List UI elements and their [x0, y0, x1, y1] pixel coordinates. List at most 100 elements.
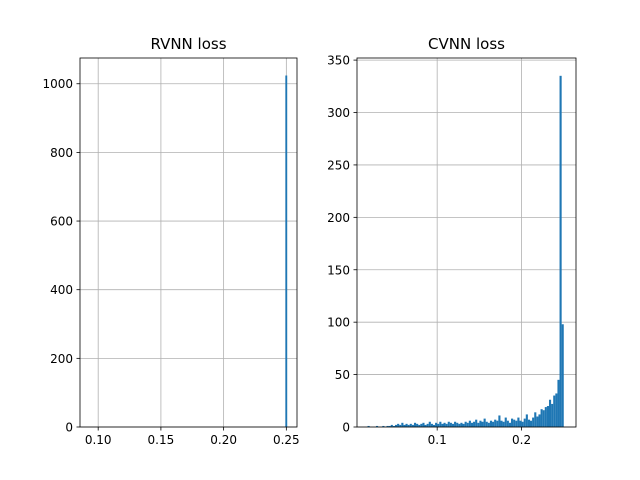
cvnn-histogram-bar — [492, 421, 495, 427]
cvnn-y-tick-label: 0 — [342, 421, 350, 435]
cvnn-histogram-bar — [418, 424, 421, 427]
cvnn-histogram-bar — [458, 423, 461, 427]
cvnn-histogram-bar — [502, 421, 505, 427]
cvnn-chart-title: CVNN loss — [428, 35, 505, 53]
cvnn-histogram-bar — [430, 423, 433, 427]
cvnn-panel: 0.1 0.2 0 50 100 150 200 250 300 350 CVNN loss — [327, 35, 577, 447]
cvnn-histogram-bar — [413, 422, 417, 427]
cvnn-histogram-bar — [403, 424, 406, 427]
cvnn-histogram-bar — [517, 417, 520, 427]
cvnn-histogram-bar — [441, 423, 444, 427]
rvnn-y-tick-label: 600 — [50, 215, 73, 229]
rvnn-axes-frame — [79, 57, 298, 428]
cvnn-histogram-bar — [525, 414, 528, 427]
rvnn-x-tick-label: 0.10 — [85, 433, 112, 447]
cvnn-histogram-bar — [559, 75, 562, 428]
cvnn-histogram-bar — [500, 420, 503, 427]
cvnn-histogram-bar — [435, 422, 438, 427]
cvnn-histogram-bar — [538, 414, 541, 427]
cvnn-histogram-bar — [399, 424, 402, 427]
cvnn-histogram-bar — [534, 412, 537, 427]
cvnn-histogram-bar — [422, 422, 425, 427]
cvnn-histogram-bar — [515, 420, 518, 427]
cvnn-y-tick-label: 100 — [327, 316, 350, 330]
cvnn-histogram-bar — [479, 420, 482, 427]
cvnn-histogram-bar — [508, 422, 512, 427]
rvnn-x-tick-label: 0.25 — [273, 433, 300, 447]
cvnn-histogram-bar — [489, 420, 493, 427]
cvnn-histogram-bar — [470, 422, 474, 427]
cvnn-histogram-bar — [411, 424, 414, 427]
cvnn-histogram-bar — [416, 423, 419, 427]
cvnn-histogram-bar — [462, 423, 465, 427]
cvnn-histogram-bar — [375, 425, 379, 427]
cvnn-histogram-bar — [468, 420, 471, 427]
cvnn-y-tick-label: 350 — [327, 54, 350, 68]
cvnn-histogram-bar — [532, 417, 535, 427]
cvnn-histogram-bar — [540, 409, 543, 427]
cvnn-histogram-bar — [555, 393, 558, 427]
cvnn-y-tick-label: 300 — [327, 106, 350, 120]
cvnn-histogram-bar — [386, 425, 389, 427]
cvnn-histogram-bar — [473, 421, 476, 427]
cvnn-histogram-bar — [451, 423, 455, 427]
rvnn-y-tick-label: 200 — [50, 352, 73, 366]
rvnn-x-tick-label: 0.15 — [148, 433, 175, 447]
cvnn-histogram-bar — [420, 423, 423, 427]
cvnn-y-tick-label: 200 — [327, 211, 350, 225]
cvnn-histogram-bar — [454, 421, 457, 427]
cvnn-histogram-bar — [487, 422, 490, 427]
rvnn-y-tick-label: 0 — [65, 421, 73, 435]
cvnn-histogram-bar — [521, 421, 524, 427]
cvnn-histogram-bar — [483, 418, 486, 427]
cvnn-y-tick-label: 150 — [327, 263, 350, 277]
cvnn-histogram-bar — [523, 418, 526, 427]
cvnn-histogram-bar — [439, 421, 442, 427]
cvnn-histogram-bar — [390, 424, 393, 427]
cvnn-histogram-bar — [443, 422, 446, 427]
cvnn-histogram-bar — [405, 423, 408, 427]
cvnn-histogram-bar — [426, 423, 429, 427]
cvnn-histogram-bar — [561, 324, 564, 427]
cvnn-histogram-bar — [477, 422, 480, 427]
cvnn-histogram-bar — [481, 421, 484, 427]
cvnn-histogram-bar — [409, 423, 412, 427]
cvnn-histogram-bar — [475, 419, 478, 427]
cvnn-histogram-bar — [494, 419, 497, 427]
rvnn-histogram-bar — [285, 75, 288, 428]
cvnn-histogram-bar — [513, 419, 516, 427]
rvnn-chart-title: RVNN loss — [150, 35, 226, 53]
cvnn-histogram-bar — [553, 395, 556, 427]
rvnn-y-tick-label: 400 — [50, 283, 73, 297]
cvnn-histogram-bar — [546, 406, 549, 427]
cvnn-histogram-bar — [428, 421, 431, 427]
cvnn-histogram-bar — [397, 423, 400, 427]
cvnn-histogram-bar — [401, 422, 404, 427]
cvnn-histogram-bar — [445, 423, 448, 427]
rvnn-x-tick-label: 0.20 — [210, 433, 237, 447]
cvnn-histogram-bar — [464, 421, 467, 427]
cvnn-histogram-bar — [394, 424, 398, 427]
cvnn-histogram-bar — [511, 418, 514, 427]
cvnn-histogram-bar — [530, 420, 533, 427]
cvnn-histogram-bar — [424, 424, 427, 427]
cvnn-histogram-bar — [544, 407, 547, 427]
cvnn-histogram-bar — [498, 415, 501, 427]
cvnn-histogram-bar — [388, 425, 391, 427]
cvnn-histogram-bar — [557, 379, 560, 427]
rvnn-panel: 0.10 0.15 0.20 0.25 0 200 400 600 800 1000 RVNN lo… — [42, 35, 299, 447]
cvnn-histogram-bar — [527, 419, 531, 427]
cvnn-histogram-bar — [407, 424, 410, 427]
cvnn-histogram-bar — [551, 403, 554, 427]
cvnn-histogram-bar — [485, 421, 488, 427]
cvnn-histogram-bar — [382, 425, 385, 427]
cvnn-histogram-bar — [460, 422, 463, 427]
cvnn-y-tick-label: 250 — [327, 158, 350, 172]
cvnn-histogram-bar — [542, 410, 545, 427]
cvnn-histogram-bar — [447, 421, 450, 427]
cvnn-histogram-bar — [432, 424, 436, 427]
rvnn-y-tick-label: 800 — [50, 146, 73, 160]
cvnn-histogram-bar — [449, 422, 452, 427]
cvnn-histogram-bar — [496, 420, 499, 427]
